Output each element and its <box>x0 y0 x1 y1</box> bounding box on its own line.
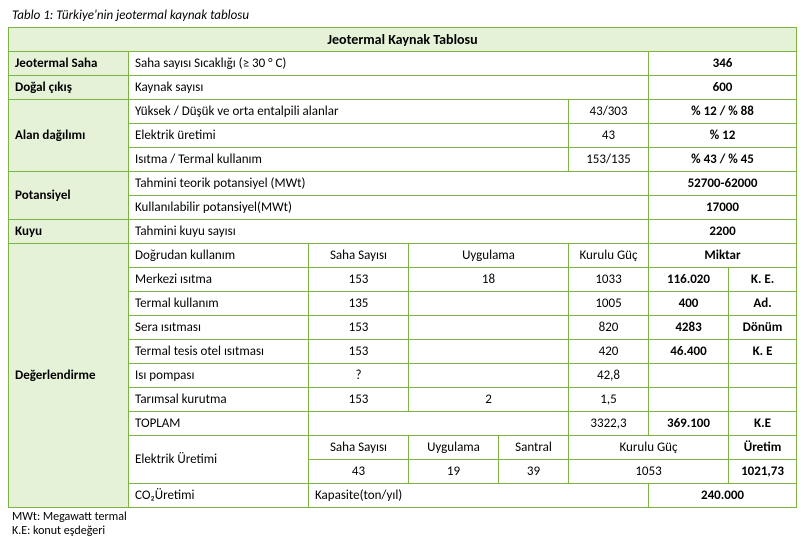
cell-val: 17000 <box>649 196 797 220</box>
cell: 18 <box>409 268 569 292</box>
cell: 1,5 <box>569 388 649 412</box>
cell: 42,8 <box>569 364 649 388</box>
cell: Miktar <box>649 244 797 268</box>
cell: 153 <box>309 388 409 412</box>
cell: K.E <box>729 412 797 436</box>
cell: 4283 <box>649 316 729 340</box>
cell: Uygulama <box>409 436 499 460</box>
cell-val: 2200 <box>649 220 797 244</box>
row-pot-a: Potansiyel Tahmini teorik potansiyel (MW… <box>9 172 797 196</box>
cell-val: 346 <box>649 52 797 76</box>
cell: 3322,3 <box>569 412 649 436</box>
rowhead: Doğal çıkış <box>9 76 129 100</box>
cell <box>649 364 729 388</box>
table-title: Jeotermal Kaynak Tablosu <box>9 28 797 52</box>
cell: ? <box>309 364 409 388</box>
row-dogal-cikis: Doğal çıkış Kaynak sayısı 600 <box>9 76 797 100</box>
cell: Uygulama <box>409 244 569 268</box>
cell: 820 <box>569 316 649 340</box>
cell: Elektrik Üretimi <box>129 436 309 484</box>
cell-desc: Tahmini kuyu sayısı <box>129 220 649 244</box>
cell <box>729 388 797 412</box>
cell-desc: Elektrik üretimi <box>129 124 569 148</box>
cell: 1033 <box>569 268 649 292</box>
cell: Saha Sayısı <box>309 436 409 460</box>
cell: Sera ısıtması <box>129 316 309 340</box>
cell: 400 <box>649 292 729 316</box>
cell: Saha Sayısı <box>309 244 409 268</box>
rowhead: Kuyu <box>9 220 129 244</box>
cell-val: % 12 / % 88 <box>649 100 797 124</box>
cell-val: % 43 / % 45 <box>649 148 797 172</box>
cell: 46.400 <box>649 340 729 364</box>
cell-val: 600 <box>649 76 797 100</box>
footnote-mwt: MWt: Megawatt termal <box>12 510 796 524</box>
cell: 153 <box>309 340 409 364</box>
cell: Merkezi ısıtma <box>129 268 309 292</box>
cell: Dönüm <box>729 316 797 340</box>
cell-val: 52700-62000 <box>649 172 797 196</box>
cell: Termal kullanım <box>129 292 309 316</box>
cell-desc: Saha sayısı Sıcaklığı (≥ 30 ° C) <box>129 52 649 76</box>
cell: 240.000 <box>649 484 797 508</box>
cell: 369.100 <box>649 412 729 436</box>
cell <box>409 364 569 388</box>
cell: Kurulu Güç <box>569 436 729 460</box>
geothermal-table: Jeotermal Kaynak Tablosu Jeotermal Saha … <box>8 27 797 508</box>
cell-desc: Tahmini teorik potansiyel (MWt) <box>129 172 649 196</box>
cell: 420 <box>569 340 649 364</box>
row-jeotermal-saha: Jeotermal Saha Saha sayısı Sıcaklığı (≥ … <box>9 52 797 76</box>
row-alan-a: Alan dağılımı Yüksek / Düşük ve orta ent… <box>9 100 797 124</box>
cell: 116.020 <box>649 268 729 292</box>
cell: 43 <box>309 460 409 484</box>
cell <box>309 412 569 436</box>
cell: CO₂Üretimi <box>129 484 309 508</box>
rowhead: Alan dağılımı <box>9 100 129 172</box>
cell: K. E. <box>729 268 797 292</box>
cell: Üretim <box>729 436 797 460</box>
cell-desc: Isıtma / Termal kullanım <box>129 148 569 172</box>
rowhead: Jeotermal Saha <box>9 52 129 76</box>
cell-mid: 153/135 <box>569 148 649 172</box>
cell: Tarımsal kurutma <box>129 388 309 412</box>
cell: 1021,73 <box>729 460 797 484</box>
cell-mid: 43 <box>569 124 649 148</box>
cell: Termal tesis otel ısıtması <box>129 340 309 364</box>
row-deg-hdr: Değerlendirme Doğrudan kullanım Saha Say… <box>9 244 797 268</box>
cell: Santral <box>499 436 569 460</box>
cell <box>649 388 729 412</box>
cell <box>729 364 797 388</box>
cell: Isı pompası <box>129 364 309 388</box>
cell: 1053 <box>569 460 729 484</box>
cell <box>409 340 569 364</box>
cell: Ad. <box>729 292 797 316</box>
cell-desc: Kullanılabilir potansiyel(MWt) <box>129 196 649 220</box>
cell: K. E <box>729 340 797 364</box>
footnotes: MWt: Megawatt termal K.E: konut eşdeğeri <box>8 510 796 538</box>
cell: 135 <box>309 292 409 316</box>
cell-mid: 43/303 <box>569 100 649 124</box>
cell: 153 <box>309 316 409 340</box>
cell: 19 <box>409 460 499 484</box>
row-kuyu: Kuyu Tahmini kuyu sayısı 2200 <box>9 220 797 244</box>
rowhead: Değerlendirme <box>9 244 129 508</box>
cell: 153 <box>309 268 409 292</box>
footnote-ke: K.E: konut eşdeğeri <box>12 524 796 538</box>
table-caption: Tablo 1: Türkiye'nin jeotermal kaynak ta… <box>8 8 796 23</box>
title-row: Jeotermal Kaynak Tablosu <box>9 28 797 52</box>
cell-desc: Kaynak sayısı <box>129 76 649 100</box>
cell: Kurulu Güç <box>569 244 649 268</box>
cell: 2 <box>409 388 569 412</box>
rowhead: Potansiyel <box>9 172 129 220</box>
cell: Doğrudan kullanım <box>129 244 309 268</box>
cell: TOPLAM <box>129 412 309 436</box>
cell <box>409 316 569 340</box>
cell-val: % 12 <box>649 124 797 148</box>
cell: 39 <box>499 460 569 484</box>
cell-desc: Yüksek / Düşük ve orta entalpili alanlar <box>129 100 569 124</box>
cell: 1005 <box>569 292 649 316</box>
cell <box>409 292 569 316</box>
cell: Kapasite(ton/yıl) <box>309 484 649 508</box>
